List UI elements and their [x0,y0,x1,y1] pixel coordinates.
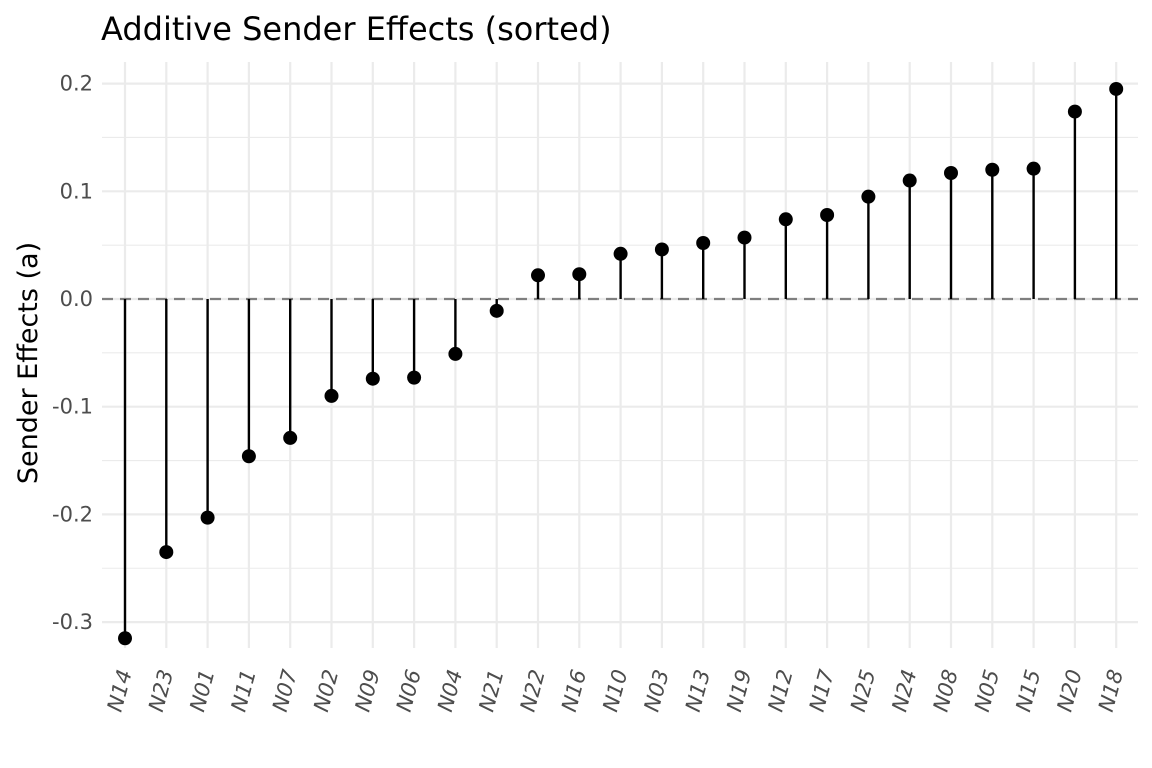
y-tick-label: -0.1 [52,395,93,419]
x-tick-label-N24: N24 [887,667,921,714]
point-N03 [654,242,669,257]
point-N10 [613,246,628,261]
point-N19 [737,230,752,245]
point-N17 [820,207,835,222]
point-N18 [1109,81,1124,96]
y-axis-label: Sender Effects (a) [13,242,44,484]
y-tick-labels: -0.3 -0.2 -0.1 0.0 0.1 0.2 [52,72,93,634]
point-N06 [407,370,422,385]
x-tick-label-N23: N23 [144,667,178,714]
x-tick-label-N10: N10 [598,667,632,714]
point-N25 [861,189,876,204]
x-tick-label-N09: N09 [350,667,384,714]
point-N20 [1067,104,1082,119]
point-N11 [241,449,256,464]
point-N08 [944,165,958,180]
x-tick-label-N06: N06 [392,667,426,714]
x-tick-label-N11: N11 [227,667,261,714]
stems [123,88,1118,639]
x-tick-label-N08: N08 [929,667,963,714]
x-tick-label-N12: N12 [763,667,797,714]
y-tick-label: 0.0 [60,287,93,311]
point-N12 [778,212,793,227]
point-N14 [118,631,132,646]
y-tick-label: -0.2 [52,502,93,526]
x-tick-label-N18: N18 [1094,667,1128,714]
grid [102,62,1138,648]
x-tick-label-N21: N21 [474,667,508,714]
x-tick-label-N15: N15 [1011,667,1045,714]
x-tick-label-N22: N22 [516,667,550,714]
x-tick-label-N14: N14 [103,667,137,714]
y-tick-label: -0.3 [52,610,93,634]
x-tick-label-N07: N07 [268,666,302,714]
point-N04 [448,346,463,361]
point-N13 [696,235,711,250]
point-N24 [902,173,917,188]
point-N01 [200,510,215,525]
points [118,81,1124,646]
x-tick-label-N25: N25 [846,667,880,714]
point-N09 [365,371,380,386]
y-tick-label: 0.2 [60,72,93,96]
x-tick-label-N16: N16 [557,667,591,714]
x-tick-label-N20: N20 [1053,667,1087,714]
x-tick-label-N17: N17 [805,666,839,714]
point-N21 [489,303,504,318]
point-N16 [572,267,587,282]
chart-title: Additive Sender Effects (sorted) [101,10,612,48]
point-N22 [531,268,545,283]
point-N07 [283,430,298,445]
point-N05 [985,162,1000,177]
x-tick-labels: N14 N23 N01 N11 N07 N02 N09 N06 N04 N21 N22 N16 N10 N… [103,666,1128,714]
x-tick-label-N03: N03 [640,667,674,714]
y-tick-label: 0.1 [60,179,93,203]
x-tick-label-N13: N13 [681,667,715,714]
point-N15 [1026,161,1041,176]
point-N23 [159,545,174,560]
x-tick-label-N05: N05 [970,667,1004,714]
x-tick-label-N02: N02 [309,667,343,714]
point-N02 [324,388,339,403]
x-tick-label-N04: N04 [433,667,467,714]
x-tick-label-N01: N01 [185,667,219,714]
x-tick-label-N19: N19 [722,667,756,714]
